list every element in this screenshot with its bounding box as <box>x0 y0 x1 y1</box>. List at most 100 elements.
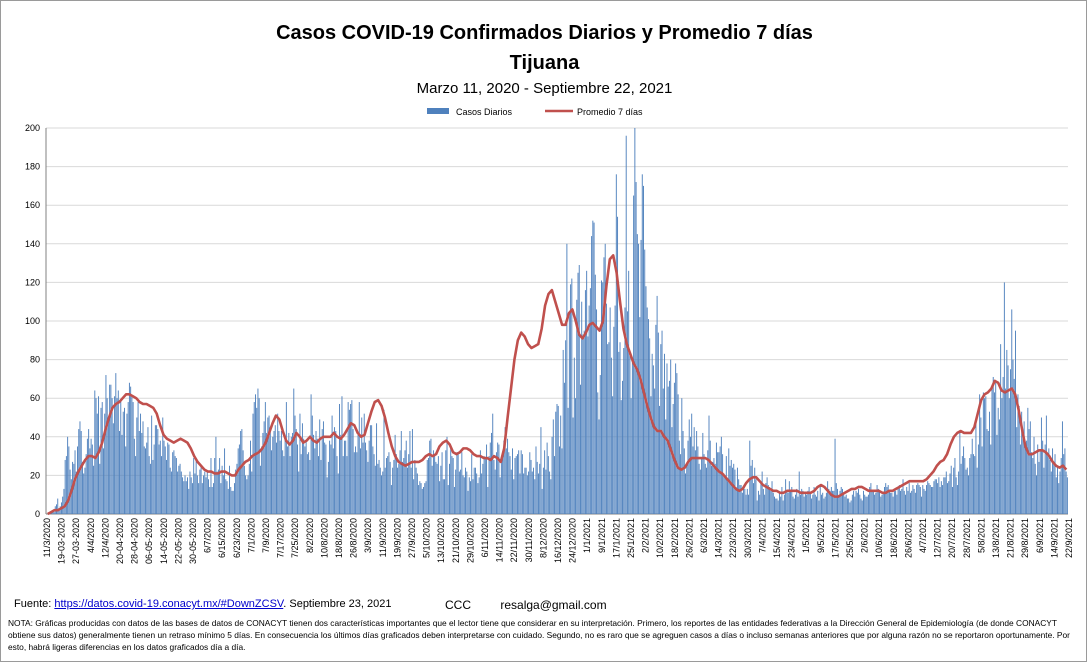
daily-bar <box>164 446 166 514</box>
daily-bar <box>313 434 315 514</box>
x-tick-label: 5/8/2021 <box>976 518 986 553</box>
daily-bar <box>572 417 574 514</box>
daily-bar <box>524 467 526 514</box>
daily-bar <box>347 402 349 514</box>
source-link[interactable]: https://datos.covid-19.conacyt.mx/#DownZ… <box>54 598 284 610</box>
daily-bar <box>976 467 978 514</box>
daily-bar <box>85 454 87 514</box>
daily-bar <box>193 458 195 514</box>
daily-bar <box>225 479 227 514</box>
daily-bar <box>1017 394 1019 514</box>
daily-bar <box>115 373 117 514</box>
x-tick-label: 1/1/2021 <box>582 518 592 553</box>
daily-bar <box>911 490 913 514</box>
daily-bar <box>91 444 93 514</box>
daily-bar <box>965 469 967 514</box>
daily-bar <box>694 450 696 514</box>
daily-bar <box>872 490 874 514</box>
daily-bar <box>619 342 621 514</box>
daily-bar <box>212 483 214 514</box>
daily-bar <box>131 396 133 514</box>
daily-bar <box>788 481 790 514</box>
daily-bar <box>715 442 717 514</box>
daily-bar <box>408 454 410 514</box>
daily-bar <box>630 398 632 514</box>
daily-bar <box>437 456 439 514</box>
daily-bar <box>776 498 778 514</box>
daily-bar <box>953 467 955 514</box>
daily-bar <box>407 467 408 514</box>
daily-bar <box>149 463 151 514</box>
daily-bar <box>924 490 926 514</box>
daily-bar <box>245 475 247 514</box>
daily-bar <box>723 473 725 514</box>
daily-bar <box>285 402 287 514</box>
daily-bar <box>541 488 543 514</box>
daily-bar <box>948 481 950 514</box>
daily-bar <box>644 249 646 514</box>
daily-bar <box>68 446 70 514</box>
daily-bar <box>961 456 963 514</box>
daily-bar <box>124 407 125 514</box>
daily-bar <box>232 490 234 514</box>
daily-bar <box>1040 417 1042 514</box>
daily-bar <box>912 485 914 514</box>
daily-bar <box>620 400 622 514</box>
daily-bar <box>850 500 852 514</box>
daily-bar <box>617 216 619 514</box>
daily-bar <box>211 486 213 514</box>
daily-bar <box>410 467 412 514</box>
daily-bar <box>687 440 689 514</box>
daily-bar <box>709 440 711 514</box>
daily-bar <box>242 450 244 514</box>
daily-bar <box>1057 465 1058 514</box>
daily-bar <box>898 485 900 514</box>
daily-bar <box>262 432 264 514</box>
daily-bar <box>693 427 695 514</box>
daily-bar <box>1012 359 1014 514</box>
daily-bar <box>392 467 394 514</box>
daily-bar <box>227 488 229 514</box>
daily-bar <box>327 461 329 514</box>
y-tick-label: 140 <box>25 239 40 249</box>
daily-bar <box>970 454 972 514</box>
daily-bar <box>902 479 904 514</box>
daily-bar <box>468 477 470 514</box>
daily-bar <box>676 373 678 514</box>
daily-bar <box>954 458 956 514</box>
daily-bar <box>505 448 507 514</box>
daily-bar <box>478 477 480 514</box>
daily-bar <box>546 442 548 514</box>
daily-bar <box>58 510 60 514</box>
daily-bar <box>439 481 441 514</box>
daily-bar <box>259 465 261 514</box>
daily-bar <box>179 463 181 514</box>
daily-bar <box>711 465 712 514</box>
x-tick-label: 22/3/2021 <box>728 518 738 558</box>
daily-bar <box>279 440 281 514</box>
daily-bar <box>959 432 961 514</box>
daily-bar <box>474 467 476 514</box>
daily-bar <box>618 351 620 514</box>
daily-bar <box>117 390 119 514</box>
daily-bar <box>717 452 719 514</box>
daily-bar <box>1058 483 1060 514</box>
daily-bar <box>57 498 59 514</box>
daily-bar <box>204 471 206 514</box>
daily-bar <box>530 459 532 514</box>
x-tick-label: 14/3/2021 <box>714 518 724 558</box>
daily-bar <box>364 442 366 514</box>
daily-bar <box>591 236 593 514</box>
x-tick-label: 30/3/2021 <box>743 518 753 558</box>
daily-bar <box>560 415 562 514</box>
daily-bar <box>515 456 517 514</box>
daily-bar <box>907 490 909 514</box>
daily-bar <box>729 465 731 514</box>
daily-bar <box>508 452 510 514</box>
daily-bar <box>913 488 915 514</box>
daily-bar <box>557 405 559 514</box>
daily-bar <box>919 486 921 514</box>
daily-bar <box>463 477 465 514</box>
daily-bar <box>1036 475 1037 514</box>
daily-bar <box>188 488 190 514</box>
